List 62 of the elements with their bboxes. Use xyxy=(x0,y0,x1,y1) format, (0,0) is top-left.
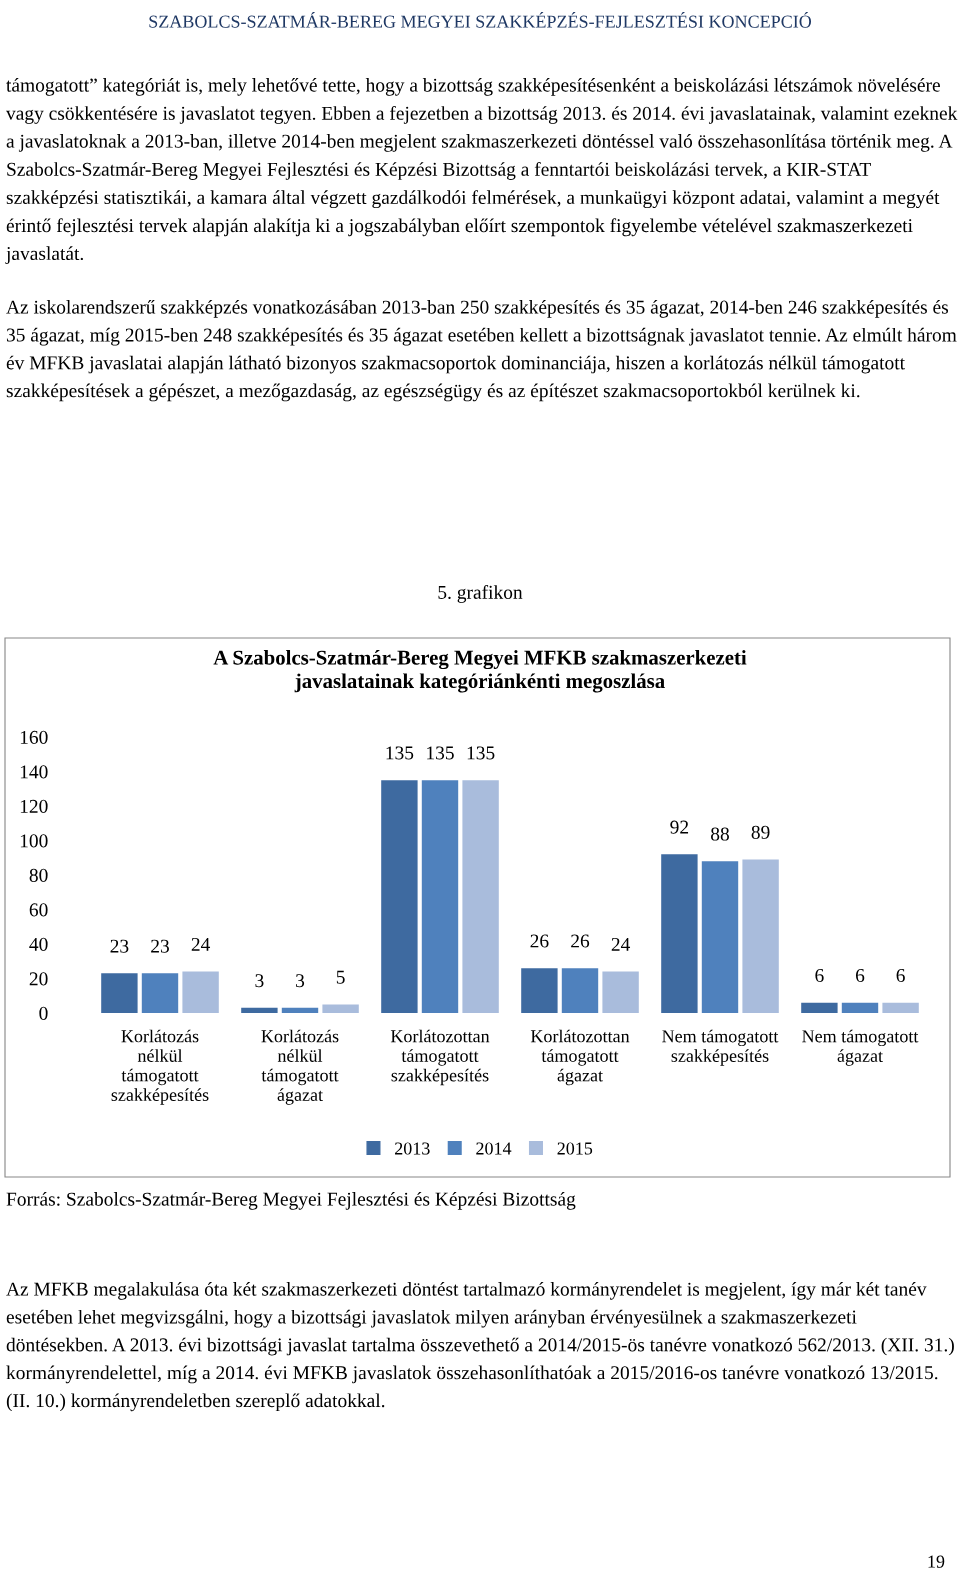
bar xyxy=(381,780,418,1013)
legend-label: 2014 xyxy=(476,1142,512,1155)
chart-title: A Szabolcs-Szatmár-Bereg Megyei MFKB szakmaszerkezeti javaslatainak kategóriánkénti megoszlása xyxy=(213,650,747,693)
data-label: 3 xyxy=(296,974,305,988)
bar xyxy=(421,780,459,1013)
x-tick-label: Korlátozás nélkül támogatott ágazat xyxy=(261,1029,339,1105)
data-label: 3 xyxy=(255,974,264,988)
y-tick-label: 160 xyxy=(20,730,48,744)
bar xyxy=(462,780,499,1013)
y-tick-label: 80 xyxy=(29,868,48,882)
bar xyxy=(521,968,558,1013)
data-label: 26 xyxy=(530,934,549,948)
legend-label: 2015 xyxy=(557,1142,593,1155)
x-tick-label: Korlátozottan támogatott ágazat xyxy=(530,1029,630,1086)
bar xyxy=(801,1002,838,1013)
data-label: 24 xyxy=(611,937,631,951)
y-tick-label: 0 xyxy=(39,1006,48,1020)
bar xyxy=(241,1007,278,1013)
data-label: 5 xyxy=(336,970,345,984)
bar xyxy=(322,1004,359,1013)
data-label: 26 xyxy=(571,934,590,948)
data-label: 6 xyxy=(896,968,905,983)
data-label: 6 xyxy=(855,968,865,983)
bar xyxy=(742,859,779,1013)
y-tick-label: 120 xyxy=(20,799,48,813)
text: Az iskolarendszerű szakképzés vonatkozásában 2013-ban 250 szakképesítés és 35 ágazat, 2014-ben 246 szakképesítés és 35 ágazat, míg 2015-ben 248 szakképesítés és 35 ágazat esetében kellett a bizottságnak javaslatot tennie. Az elmúlt három év MFKB javaslatai alapján látható bizonyos szakmacsoportok dominanciája, hiszen a korlátozás nélkül támogatott szakképesítések a gépészet, a mezőgazdaság, az egészségügy és az építészet szakmacsoportokból kerülnek ki. xyxy=(6,300,957,402)
text: 5. grafikon xyxy=(438,585,523,603)
data-label: 23 xyxy=(151,939,169,953)
bar xyxy=(141,973,179,1013)
data-label: 92 xyxy=(670,820,689,834)
legend-label: 2013 xyxy=(395,1142,430,1155)
y-tick-label: 20 xyxy=(29,972,48,986)
bar xyxy=(661,854,698,1013)
x-tick-label: Nem támogatott ágazat xyxy=(802,1029,919,1066)
x-tick-label: Korlátozottan támogatott szakképesítés xyxy=(390,1029,490,1086)
data-label: 88 xyxy=(711,827,729,841)
text: 19 xyxy=(928,1555,945,1568)
bar xyxy=(882,1002,919,1013)
y-tick-label: 100 xyxy=(20,834,48,848)
x-tick-label: Korlátozás nélkül támogatott szakképesítés xyxy=(111,1029,209,1105)
y-tick-label: 140 xyxy=(20,765,48,779)
bar xyxy=(561,968,599,1013)
bar xyxy=(101,973,138,1013)
data-label: 135 xyxy=(467,746,495,760)
text: SZABOLCS-SZATMÁR-BEREG MEGYEI SZAKKÉPZÉS-FEJLESZTÉSI KONCEPCIÓ xyxy=(149,12,812,28)
text: Forrás: Szabolcs-Szatmár-Bereg Megyei Fejlesztési és Képzési Bizottság xyxy=(6,1192,576,1210)
bar xyxy=(602,971,639,1013)
data-label: 24 xyxy=(191,937,211,951)
bar xyxy=(841,1002,879,1013)
x-tick-label: Nem támogatott szakképesítés xyxy=(662,1029,779,1066)
data-label: 23 xyxy=(110,939,129,953)
bar xyxy=(182,971,219,1013)
data-label: 135 xyxy=(386,746,414,760)
data-label: 89 xyxy=(751,825,770,839)
y-tick-label: 40 xyxy=(29,937,48,951)
text: támogatott” kategóriát is, mely lehetővé tette, hogy a bizottság szakképesítésenként a beiskolázási létszámok növelésére vagy csökkentésére is javaslatot tegyen. Ebben a fejezetben a bizottság 2013. és 2014. évi javaslatainak, valamint ezeknek a javaslatoknak a 2013-ban, illetve 2014-ben megjelent szakmaszerkezeti döntéssel való összehasonlítása történik meg. A Szabolcs-Szatmár-Bereg Megyei Fejlesztési és Képzési Bizottság a fenntartói beiskolázási tervek, a KIR-STAT szakképzési statisztikái, a kamara által végzett gazdálkodói felmérések, a munkaügyi központ adatai, valamint a megyét érintő fejlesztési tervek alapján alakítja ki a jogszabályban előírt szempontok figyelembe vételével szakmaszerkezeti javaslatát. xyxy=(5,78,958,264)
text: Az MFKB megalakulása óta két szakmaszerkezeti döntést tartalmazó kormányrendelet is megjelent, így már két tanév esetében lehet megvizsgálni, hogy a bizottsági javaslatok milyen arányban érvényesülnek a szakmaszerkezeti döntésekben. A 2013. évi bizottsági javaslat tartalma összevethető a 2014/2015-ös tanévre vonatkozó 562/2013. (XII. 31.) kormányrendelettel, míg a 2014. évi MFKB javaslatok összehasonlíthatóak a 2015/2016-os tanévre vonatkozó 13/2015. (II. 10.) kormányrendeletben szereplő adatokkal. xyxy=(6,1282,954,1412)
y-tick-label: 60 xyxy=(29,903,48,917)
data-label: 135 xyxy=(427,746,454,760)
bar xyxy=(701,861,739,1013)
bar xyxy=(281,1007,319,1013)
data-label: 6 xyxy=(815,968,824,983)
